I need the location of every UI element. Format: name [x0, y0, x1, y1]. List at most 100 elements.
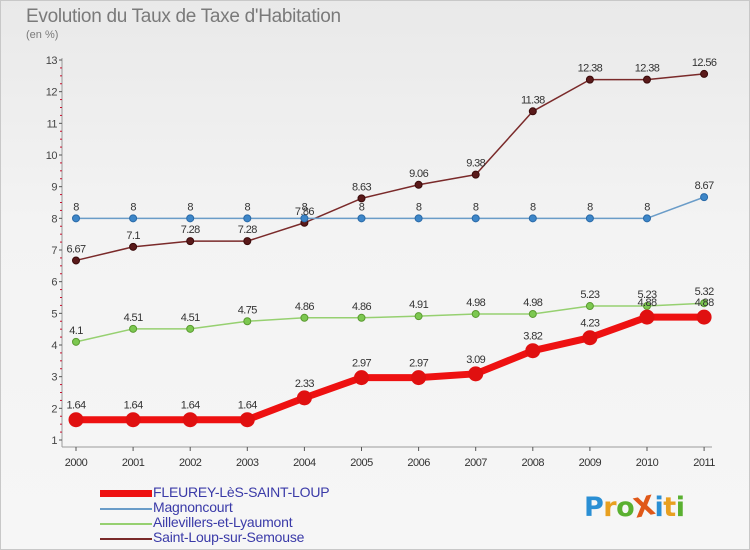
data-label-magnoncourt: 8 — [302, 201, 308, 213]
y-tick-label: 12 — [46, 87, 58, 99]
y-tick-label: 8 — [51, 213, 57, 225]
x-tick-label: 2010 — [636, 457, 659, 469]
proxiti-logo: ProXiti — [584, 490, 685, 525]
data-point-magnoncourt — [186, 214, 195, 223]
y-tick-label: 11 — [47, 118, 58, 130]
data-label-saint-loup: 11.38 — [521, 94, 545, 106]
data-label-magnoncourt: 8 — [530, 201, 536, 213]
data-label-fleurey: 2.33 — [295, 378, 314, 390]
data-label-aillevillers: 5.23 — [637, 289, 656, 301]
data-label-magnoncourt: 8 — [587, 201, 593, 213]
x-tick-label: 2005 — [350, 457, 373, 469]
data-label-magnoncourt: 8 — [644, 201, 650, 213]
logo-letter: P — [584, 492, 604, 523]
data-point-saint-loup — [585, 75, 594, 84]
logo-letter: i — [675, 492, 685, 523]
legend-swatch-aillevillers — [100, 523, 152, 525]
data-point-aillevillers — [700, 299, 709, 308]
data-label-fleurey: 4.23 — [580, 318, 599, 330]
data-label-magnoncourt: 8 — [130, 201, 136, 213]
data-label-magnoncourt: 8.67 — [695, 180, 714, 192]
data-point-saint-loup — [528, 107, 537, 116]
data-point-fleurey — [696, 309, 712, 325]
data-label-fleurey: 2.97 — [352, 358, 371, 370]
data-point-magnoncourt — [700, 193, 709, 202]
y-tick-label: 2 — [51, 403, 57, 415]
logo-letter: r — [603, 492, 617, 523]
legend-swatch-magnoncourt — [100, 508, 152, 510]
data-label-aillevillers: 4.98 — [466, 297, 485, 309]
y-tick-label: 6 — [51, 277, 57, 289]
data-label-magnoncourt: 8 — [416, 201, 422, 213]
x-tick-label: 2007 — [464, 457, 487, 469]
y-tick-label: 3 — [51, 372, 57, 384]
data-point-magnoncourt — [528, 214, 537, 223]
data-label-fleurey: 4.88 — [637, 297, 656, 309]
data-point-magnoncourt — [243, 214, 252, 223]
data-point-saint-loup — [72, 256, 80, 265]
logo-letter: i — [654, 492, 664, 523]
series-line-fleurey — [72, 313, 708, 424]
data-point-magnoncourt — [129, 214, 138, 223]
data-label-magnoncourt: 8 — [245, 201, 251, 213]
legend-label-saint-loup: Saint-Loup-sur-Semouse — [153, 529, 305, 545]
legend-label-magnoncourt: Magnoncourt — [153, 499, 233, 515]
legend-label-aillevillers: Aillevillers-et-Lyaumont — [153, 514, 293, 530]
data-point-saint-loup — [129, 242, 138, 251]
chart-subtitle: (en %) — [26, 29, 59, 41]
data-label-fleurey: 1.64 — [181, 400, 200, 412]
data-label-fleurey: 1.64 — [124, 400, 143, 412]
y-tick-label: 1 — [51, 435, 57, 447]
data-point-aillevillers — [528, 309, 537, 318]
data-point-aillevillers — [357, 313, 366, 322]
legend-swatch-fleurey — [100, 490, 152, 497]
data-label-aillevillers: 5.32 — [695, 286, 714, 298]
data-label-saint-loup: 7.86 — [295, 206, 314, 218]
data-point-magnoncourt — [585, 214, 594, 223]
data-label-aillevillers: 4.51 — [124, 312, 143, 324]
data-label-aillevillers: 4.51 — [181, 312, 200, 324]
x-tick-label: 2006 — [407, 457, 430, 469]
y-tick-label: 10 — [46, 150, 58, 162]
data-point-fleurey — [582, 330, 598, 346]
x-tick-label: 2011 — [693, 457, 715, 469]
data-point-saint-loup — [414, 180, 423, 189]
data-label-saint-loup: 12.56 — [692, 57, 717, 69]
data-point-magnoncourt — [72, 214, 80, 223]
data-label-saint-loup: 7.1 — [126, 230, 140, 242]
data-label-aillevillers: 4.75 — [238, 304, 257, 316]
data-label-magnoncourt: 8 — [73, 201, 79, 213]
data-label-fleurey: 3.09 — [466, 354, 485, 366]
data-label-fleurey: 2.97 — [409, 358, 428, 370]
data-label-fleurey: 1.64 — [66, 400, 85, 412]
data-point-fleurey — [182, 412, 198, 428]
data-point-fleurey — [468, 366, 484, 382]
data-label-saint-loup: 12.38 — [635, 63, 660, 75]
legend-swatch-saint-loup — [100, 538, 152, 540]
data-point-saint-loup — [700, 69, 709, 78]
x-tick-label: 2001 — [122, 457, 145, 469]
data-point-saint-loup — [643, 75, 651, 84]
data-label-magnoncourt: 8 — [187, 201, 193, 213]
data-label-saint-loup: 12.38 — [578, 63, 603, 75]
logo-letter: t — [663, 492, 676, 523]
data-point-saint-loup — [357, 194, 366, 203]
data-point-fleurey — [525, 343, 541, 359]
data-point-magnoncourt — [414, 214, 423, 223]
data-label-aillevillers: 4.1 — [69, 325, 83, 337]
data-label-fleurey: 1.64 — [238, 400, 257, 412]
data-label-aillevillers: 4.98 — [523, 297, 542, 309]
data-point-aillevillers — [643, 302, 651, 311]
data-point-fleurey — [125, 412, 141, 428]
data-label-fleurey: 3.82 — [523, 331, 542, 343]
series-line-magnoncourt — [75, 196, 705, 220]
data-point-fleurey — [639, 309, 655, 325]
series-line-aillevillers — [75, 302, 705, 343]
data-label-saint-loup: 8.63 — [352, 181, 371, 193]
x-tick-label: 2003 — [236, 457, 259, 469]
y-tick-label: 7 — [51, 245, 57, 257]
data-point-saint-loup — [471, 170, 480, 179]
data-label-saint-loup: 9.06 — [409, 168, 428, 180]
data-point-magnoncourt — [357, 214, 366, 223]
